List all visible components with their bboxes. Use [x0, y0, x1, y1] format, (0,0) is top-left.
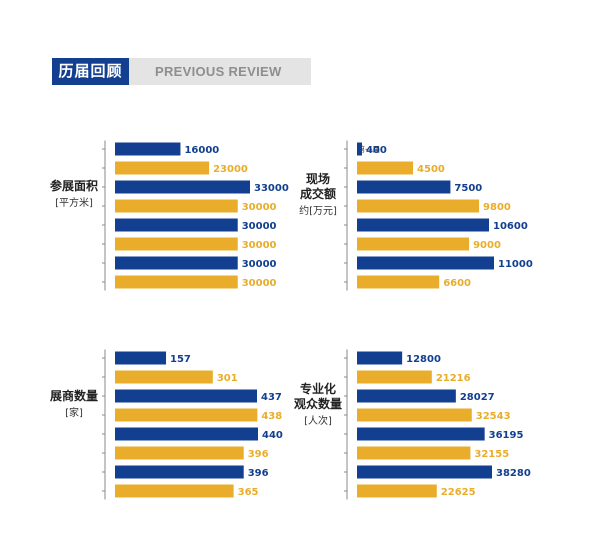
chart-label: 展商数量: [50, 388, 98, 403]
value-label: 32543: [476, 411, 511, 422]
bar: [357, 465, 492, 479]
bar: [115, 180, 250, 194]
section-title-en: PREVIOUS REVIEW: [129, 58, 311, 85]
bar: [115, 161, 210, 175]
value-label: 21216: [436, 373, 471, 384]
bar: [357, 389, 456, 403]
value-label: 23000: [213, 164, 248, 175]
bar: [115, 199, 238, 213]
bar: [115, 142, 181, 156]
value-label: 437: [261, 392, 282, 403]
value-label: 7500: [454, 183, 482, 194]
value-label: 396: [248, 468, 269, 479]
bar: [357, 370, 432, 384]
bar: [357, 199, 480, 213]
value-label: 10600: [493, 221, 528, 232]
chart-label: 成交额: [300, 186, 336, 201]
value-label: 396: [248, 449, 269, 460]
chart-label: 专业化: [300, 381, 336, 396]
chart-panel-4: 专业化观众数量[人次]第一届12800第二届21216第三届28027第四届32…: [294, 349, 531, 500]
value-label: 301: [217, 373, 238, 384]
chart-unit: [家]: [65, 406, 83, 419]
bar: [115, 370, 213, 384]
bar: [357, 180, 451, 194]
chart-unit: [人次]: [304, 414, 332, 427]
bar: [115, 484, 234, 498]
bar: [357, 351, 403, 365]
value-label: 157: [170, 354, 191, 365]
value-label: 30000: [242, 278, 277, 289]
bar: [357, 237, 470, 251]
bar: [357, 408, 472, 422]
value-label: 440: [262, 430, 283, 441]
value-label: 30000: [242, 259, 277, 270]
value-label: 438: [261, 411, 282, 422]
bar: [115, 218, 238, 232]
chart-unit: [平方米]: [55, 196, 93, 209]
chart-panel-3: 展商数量[家]第一届157第二届301第三届437第四届438第五届440第六届…: [50, 349, 283, 500]
value-label: 30000: [242, 221, 277, 232]
bar: [115, 256, 238, 270]
value-label: 9800: [483, 202, 511, 213]
chart-label: 参展面积: [50, 178, 98, 193]
bar: [357, 446, 471, 460]
value-label: 16000: [184, 145, 219, 156]
bar: [115, 389, 258, 403]
value-label: 33000: [254, 183, 289, 194]
bar: [115, 237, 238, 251]
bar: [115, 351, 167, 365]
bar: [357, 427, 485, 441]
value-label: 32155: [474, 449, 509, 460]
value-label: 4500: [417, 164, 445, 175]
value-label: 38280: [496, 468, 531, 479]
bar: [115, 408, 258, 422]
bar: [357, 218, 490, 232]
value-label: 36195: [489, 430, 524, 441]
bar: [357, 142, 362, 156]
chart-label: 现场: [306, 172, 330, 186]
category-label: 第一届: [358, 144, 381, 154]
bar: [115, 465, 244, 479]
bar: [357, 275, 440, 289]
chart-panel-1: 参展面积[平方米]第一届16000第二届23000第三届33000第四届3000…: [50, 140, 289, 291]
chart-label: 观众数量: [294, 396, 342, 411]
bar: [357, 161, 414, 175]
bar: [357, 484, 437, 498]
value-label: 9000: [473, 240, 501, 251]
bar: [357, 256, 494, 270]
value-label: 12800: [406, 354, 441, 365]
value-label: 22625: [441, 487, 476, 498]
value-label: 30000: [242, 240, 277, 251]
value-label: 11000: [498, 259, 533, 270]
value-label: 6600: [443, 278, 471, 289]
value-label: 30000: [242, 202, 277, 213]
bar: [115, 427, 258, 441]
section-header: 历届回顾 PREVIOUS REVIEW: [52, 58, 311, 85]
bar: [115, 446, 244, 460]
bar: [115, 275, 238, 289]
value-label: 28027: [460, 392, 495, 403]
chart-unit: 约[万元]: [299, 204, 337, 217]
section-title-cn: 历届回顾: [52, 58, 129, 85]
value-label: 400: [366, 145, 387, 156]
chart-panel-2: 现场成交额约[万元]第一届400第二届4500第三届7500第四届9800第五届…: [299, 140, 533, 291]
value-label: 365: [238, 487, 259, 498]
